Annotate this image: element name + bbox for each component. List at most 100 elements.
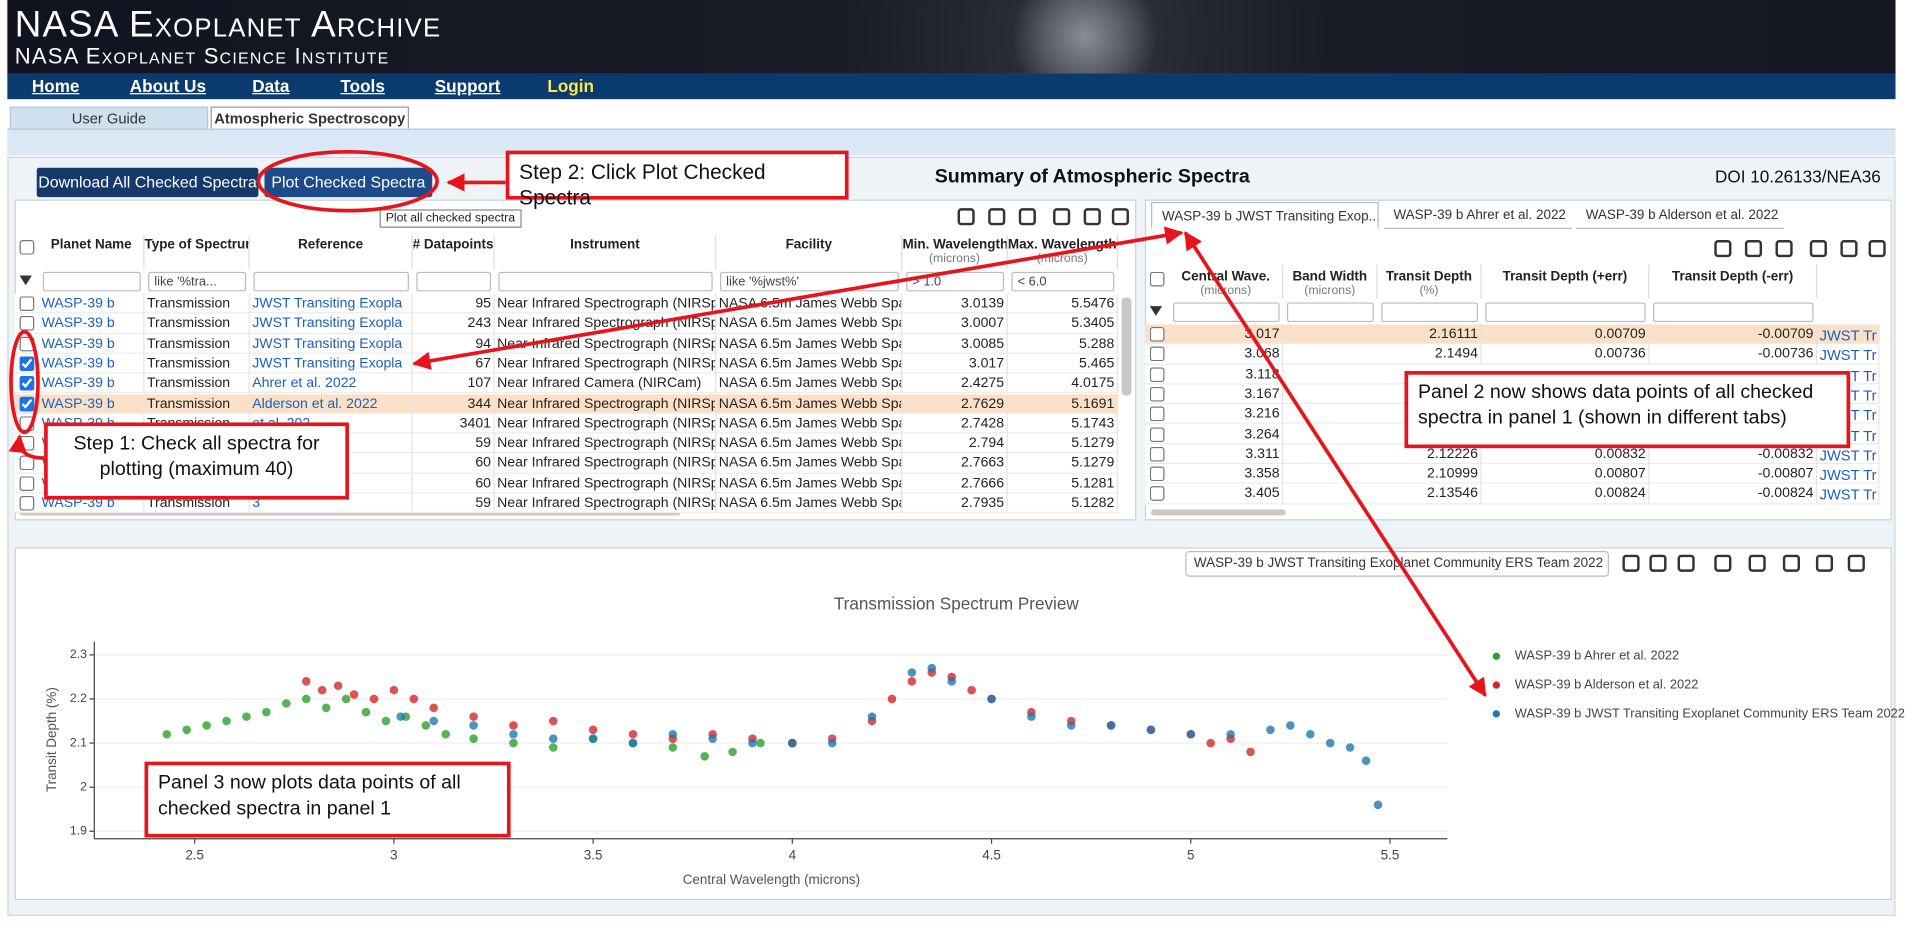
table-cell: 5.1281 <box>1008 473 1118 494</box>
site-subtitle[interactable]: NASA Exoplanet Science Institute <box>14 44 390 69</box>
data-point <box>429 703 439 713</box>
table-link[interactable]: JWST Transiting Exopla <box>250 353 413 374</box>
doi[interactable]: DOI 10.26133/NEA36 <box>1714 166 1881 187</box>
data-point <box>1325 738 1335 748</box>
table-link[interactable]: WASP-39 b <box>39 393 145 414</box>
x-axis-label: Central Wavelength (microns) <box>683 872 860 887</box>
table-row[interactable] <box>14 393 1118 414</box>
legend-label[interactable]: WASP-39 b JWST Transiting Exoplanet Comm… <box>1515 705 1905 720</box>
legend-label[interactable]: WASP-39 b Alderson et al. 2022 <box>1515 676 1699 691</box>
data-point <box>668 743 678 752</box>
tab[interactable]: User Guide <box>9 106 209 129</box>
row-checkbox[interactable] <box>1149 446 1165 462</box>
row-checkbox[interactable] <box>19 356 35 371</box>
row-checkbox[interactable] <box>19 396 35 411</box>
row-checkbox[interactable] <box>1149 406 1165 422</box>
toolbar-icon[interactable] <box>988 208 1006 226</box>
row-checkbox[interactable] <box>19 376 35 391</box>
toolbar-icon[interactable] <box>1053 208 1071 226</box>
data-point <box>907 668 917 677</box>
row-checkbox[interactable] <box>1149 386 1165 402</box>
table-link[interactable]: WASP-39 b <box>39 373 145 394</box>
column-header[interactable]: Reference <box>250 235 413 270</box>
toolbar-icon[interactable] <box>1622 554 1640 572</box>
tab-active[interactable]: WASP-39 b JWST Transiting Exop... <box>1151 202 1379 229</box>
filter-input[interactable] <box>253 271 409 292</box>
table-link[interactable]: JWST Tr <box>1817 325 1880 346</box>
tab[interactable]: WASP-39 b Alderson et al. 2022 <box>1575 202 1785 229</box>
table-link[interactable]: JWST Transiting Exopla <box>250 313 413 334</box>
table-link[interactable]: JWST Tr <box>1817 485 1880 505</box>
legend-label[interactable]: WASP-39 b Ahrer et al. 2022 <box>1515 648 1679 663</box>
table-row[interactable] <box>14 373 1118 394</box>
row-checkbox[interactable] <box>19 296 35 312</box>
nav-link[interactable]: Login <box>547 75 595 96</box>
legend-marker[interactable] <box>1492 681 1501 689</box>
tab-active[interactable]: Atmospheric Spectroscopy <box>210 106 409 129</box>
legend-marker[interactable] <box>1492 710 1501 718</box>
table-link[interactable]: JWST Tr <box>1817 345 1880 366</box>
table-cell: NASA 6.5m James Webb Space <box>716 393 903 414</box>
nav-link[interactable]: Home <box>31 75 80 96</box>
row-checkbox[interactable] <box>1149 426 1165 442</box>
table-link[interactable]: 3 <box>250 493 413 514</box>
column-header[interactable]: Type of Spectrum <box>144 235 250 270</box>
filter-input[interactable] <box>42 271 141 292</box>
column-header[interactable]: Transit Depth (+err) <box>1482 264 1650 299</box>
toolbar-icon[interactable] <box>1815 554 1834 572</box>
table-link[interactable]: WASP-39 b <box>39 333 145 354</box>
toolbar-icon[interactable] <box>1111 208 1129 226</box>
site-title[interactable]: NASA Exoplanet Archive <box>14 4 442 46</box>
toolbar-icon[interactable] <box>1677 554 1695 572</box>
download-button[interactable]: Download All Checked Spectra <box>36 167 259 198</box>
row-checkbox[interactable] <box>19 316 35 331</box>
toolbar-icon[interactable] <box>1744 240 1763 258</box>
table-cell: Near Infrared Spectrograph (NIRSpec) <box>495 473 717 494</box>
filter-input[interactable] <box>1653 302 1814 323</box>
toolbar-icon[interactable] <box>1083 208 1101 226</box>
nav-link[interactable]: Tools <box>340 75 385 96</box>
toolbar-icon[interactable] <box>1868 240 1886 258</box>
table-link[interactable]: WASP-39 b <box>39 293 145 314</box>
toolbar-icon[interactable] <box>957 208 975 226</box>
row-checkbox[interactable] <box>19 475 35 491</box>
filter-icon[interactable] <box>19 275 32 286</box>
table-link[interactable]: JWST Transiting Exopla <box>250 333 413 354</box>
table-link[interactable]: WASP-39 b <box>39 353 145 374</box>
table-link[interactable]: JWST Tr <box>1817 445 1880 466</box>
annotation: Panel 2 now shows data points of all che… <box>1404 371 1851 449</box>
tab[interactable]: WASP-39 b Ahrer et al. 2022 <box>1383 202 1573 229</box>
toolbar-icon[interactable] <box>1714 240 1732 258</box>
data-point <box>1146 725 1156 735</box>
row-checkbox[interactable] <box>1149 466 1165 482</box>
select-all-checkbox[interactable] <box>19 240 35 255</box>
plot-button[interactable]: Plot Checked Spectra <box>264 167 433 198</box>
toolbar-icon[interactable] <box>1809 240 1827 258</box>
toolbar-icon[interactable] <box>1847 554 1865 572</box>
data-point <box>628 738 638 748</box>
x-tick-label: 2.5 <box>185 847 204 862</box>
toolbar-icon[interactable] <box>1840 240 1858 258</box>
nav-link[interactable]: Data <box>252 75 290 96</box>
table-link[interactable]: WASP-39 b <box>39 313 145 334</box>
table-link[interactable]: JWST Transiting Exopla <box>250 293 413 314</box>
nav-link[interactable]: About Us <box>129 75 206 96</box>
table-link[interactable]: Ahrer et al. 2022 <box>250 373 413 394</box>
legend-marker[interactable] <box>1492 652 1501 661</box>
column-header[interactable]: Planet Name <box>39 235 145 270</box>
row-checkbox[interactable] <box>19 495 35 511</box>
column-header[interactable]: Transit Depth (-err) <box>1649 264 1818 299</box>
row-checkbox[interactable] <box>1149 486 1165 502</box>
toolbar-icon[interactable] <box>1782 554 1801 572</box>
toolbar-icon[interactable] <box>1714 554 1732 572</box>
nav-link[interactable]: Support <box>434 75 501 96</box>
toolbar-icon[interactable] <box>1018 208 1036 226</box>
table-link[interactable]: Alderson et al. 2022 <box>250 393 413 414</box>
row-checkbox[interactable] <box>19 455 35 471</box>
toolbar-icon[interactable] <box>1748 554 1766 572</box>
toolbar-icon[interactable] <box>1649 554 1667 572</box>
toolbar-icon[interactable] <box>1775 240 1793 258</box>
row-checkbox[interactable] <box>1149 366 1165 382</box>
filter-input[interactable]: like '%tra... <box>148 271 247 292</box>
table-link[interactable]: JWST Tr <box>1817 465 1880 486</box>
